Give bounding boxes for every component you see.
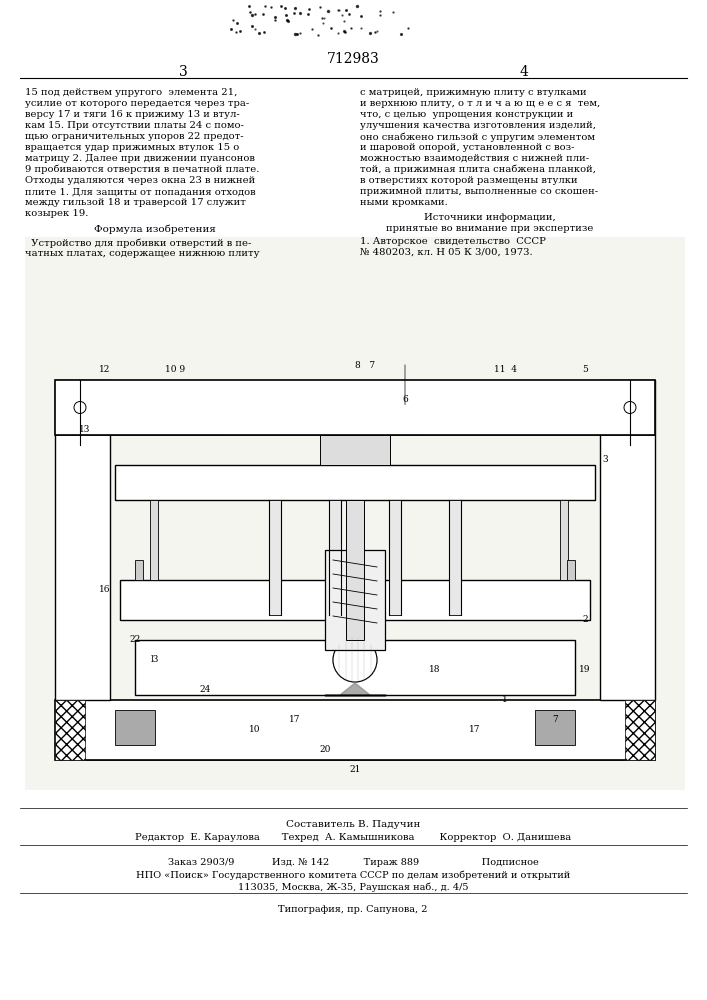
Text: Устройство для пробивки отверстий в пе-: Устройство для пробивки отверстий в пе- xyxy=(25,238,252,247)
Bar xyxy=(269,500,281,615)
Text: 8   7: 8 7 xyxy=(355,360,375,369)
Text: 3: 3 xyxy=(179,65,187,79)
Text: l3: l3 xyxy=(151,656,159,664)
Text: прижимной плиты, выполненные со скошен-: прижимной плиты, выполненные со скошен- xyxy=(360,187,598,196)
Bar xyxy=(567,560,575,580)
Text: 22: 22 xyxy=(129,636,141,645)
Text: 1: 1 xyxy=(502,696,508,704)
Bar xyxy=(120,580,590,620)
Bar xyxy=(135,640,575,695)
Bar xyxy=(55,380,655,435)
Bar xyxy=(135,640,575,695)
Bar xyxy=(600,380,655,700)
Text: Формула изобретения: Формула изобретения xyxy=(94,224,216,233)
Text: улучшения качества изготовления изделий,: улучшения качества изготовления изделий, xyxy=(360,121,596,130)
Bar xyxy=(320,435,390,465)
Text: 7: 7 xyxy=(552,716,558,724)
Bar xyxy=(329,500,341,615)
Text: 16: 16 xyxy=(99,585,111,594)
Text: щью ограничительных упоров 22 предот-: щью ограничительных упоров 22 предот- xyxy=(25,132,244,141)
Text: Составитель В. Падучин: Составитель В. Падучин xyxy=(286,820,420,829)
Circle shape xyxy=(333,638,377,682)
Text: 10 9: 10 9 xyxy=(165,365,185,374)
Text: 20: 20 xyxy=(320,746,331,754)
Bar xyxy=(135,560,143,580)
Text: Типография, пр. Сапунова, 2: Типография, пр. Сапунова, 2 xyxy=(279,905,428,914)
Text: той, а прижимная плита снабжена планкой,: той, а прижимная плита снабжена планкой, xyxy=(360,165,596,174)
Text: чатных платах, содержащее нижнюю плиту: чатных платах, содержащее нижнюю плиту xyxy=(25,249,259,258)
Bar xyxy=(115,465,595,500)
Bar xyxy=(150,500,158,580)
Text: усилие от которого передается через тра-: усилие от которого передается через тра- xyxy=(25,99,250,108)
Text: Источники информации,: Источники информации, xyxy=(424,213,556,222)
Polygon shape xyxy=(340,683,370,695)
Text: 712983: 712983 xyxy=(327,52,380,66)
Text: 24: 24 xyxy=(199,686,211,694)
Text: 1. Авторское  свидетельство  СССР: 1. Авторское свидетельство СССР xyxy=(360,237,546,246)
Bar xyxy=(25,237,685,790)
Text: можностью взаимодействия с нижней пли-: можностью взаимодействия с нижней пли- xyxy=(360,154,589,163)
Text: и верхнюю плиту, о т л и ч а ю щ е е с я  тем,: и верхнюю плиту, о т л и ч а ю щ е е с я… xyxy=(360,99,600,108)
Text: козырек 19.: козырек 19. xyxy=(25,209,88,218)
Text: 10: 10 xyxy=(250,726,261,734)
Text: 15 под действем упругого  элемента 21,: 15 под действем упругого элемента 21, xyxy=(25,88,238,97)
Text: с матрицей, прижимную плиту с втулками: с матрицей, прижимную плиту с втулками xyxy=(360,88,587,97)
Bar xyxy=(535,710,575,745)
Text: 11  4: 11 4 xyxy=(493,365,517,374)
Text: 4: 4 xyxy=(520,65,528,79)
Text: 21: 21 xyxy=(349,766,361,774)
Text: 3: 3 xyxy=(602,456,608,464)
Text: 19: 19 xyxy=(579,666,591,674)
Bar xyxy=(55,700,655,760)
Bar xyxy=(55,380,110,700)
Bar xyxy=(115,465,595,500)
Text: Заказ 2903/9            Изд. № 142           Тираж 889                    Подпис: Заказ 2903/9 Изд. № 142 Тираж 889 Подпис xyxy=(168,858,538,867)
Text: в отверстиях которой размещены втулки: в отверстиях которой размещены втулки xyxy=(360,176,578,185)
Text: 12: 12 xyxy=(99,365,111,374)
Bar xyxy=(560,500,568,580)
Text: вращается удар прижимных втулок 15 о: вращается удар прижимных втулок 15 о xyxy=(25,143,239,152)
Bar xyxy=(449,500,461,615)
Text: Отходы удаляются через окна 23 в нижней: Отходы удаляются через окна 23 в нижней xyxy=(25,176,255,185)
Text: плите 1. Для защиты от попадания отходов: плите 1. Для защиты от попадания отходов xyxy=(25,187,256,196)
Text: ными кромками.: ными кромками. xyxy=(360,198,448,207)
Text: кам 15. При отсутствии платы 24 с помо-: кам 15. При отсутствии платы 24 с помо- xyxy=(25,121,244,130)
Text: 5: 5 xyxy=(582,365,588,374)
Text: и шаровой опорой, установленной с воз-: и шаровой опорой, установленной с воз- xyxy=(360,143,575,152)
Bar xyxy=(55,700,85,760)
Text: Редактор  Е. Карауловa       Техред  А. Камышникова        Корректор  О. Данишев: Редактор Е. Карауловa Техред А. Камышник… xyxy=(135,833,571,842)
Bar xyxy=(55,380,110,700)
Text: матрицу 2. Далее при движении пуансонов: матрицу 2. Далее при движении пуансонов xyxy=(25,154,255,163)
Text: что, с целью  упрощения конструкции и: что, с целью упрощения конструкции и xyxy=(360,110,573,119)
Text: 9 пробиваются отверстия в печатной плате.: 9 пробиваются отверстия в печатной плате… xyxy=(25,165,259,174)
Text: 13: 13 xyxy=(79,426,90,434)
Bar xyxy=(600,380,655,700)
Text: версу 17 и тяги 16 к прижиму 13 и втул-: версу 17 и тяги 16 к прижиму 13 и втул- xyxy=(25,110,240,119)
Bar xyxy=(625,700,655,760)
Text: 17: 17 xyxy=(289,716,300,724)
Text: принятые во внимание при экспертизе: принятые во внимание при экспертизе xyxy=(386,224,594,233)
Bar xyxy=(55,700,655,760)
Bar xyxy=(389,500,401,615)
Text: между гильзой 18 и траверсой 17 служит: между гильзой 18 и траверсой 17 служит xyxy=(25,198,246,207)
Bar xyxy=(55,380,655,435)
Text: НПО «Поиск» Государственного комитета СССР по делам изобретений и открытий: НПО «Поиск» Государственного комитета СС… xyxy=(136,870,570,880)
Text: 2: 2 xyxy=(582,615,588,624)
Text: № 480203, кл. Н 05 К 3/00, 1973.: № 480203, кл. Н 05 К 3/00, 1973. xyxy=(360,248,532,257)
Text: 113035, Москва, Ж-35, Раушская наб., д. 4/5: 113035, Москва, Ж-35, Раушская наб., д. … xyxy=(238,882,468,892)
Bar xyxy=(115,710,155,745)
Bar xyxy=(120,580,590,620)
Text: 17: 17 xyxy=(469,726,481,734)
Bar xyxy=(325,550,385,650)
Text: 6: 6 xyxy=(402,395,408,404)
Bar xyxy=(346,500,364,640)
Text: 18: 18 xyxy=(429,666,440,674)
Text: оно снабжено гильзой с упругим элементом: оно снабжено гильзой с упругим элементом xyxy=(360,132,595,141)
